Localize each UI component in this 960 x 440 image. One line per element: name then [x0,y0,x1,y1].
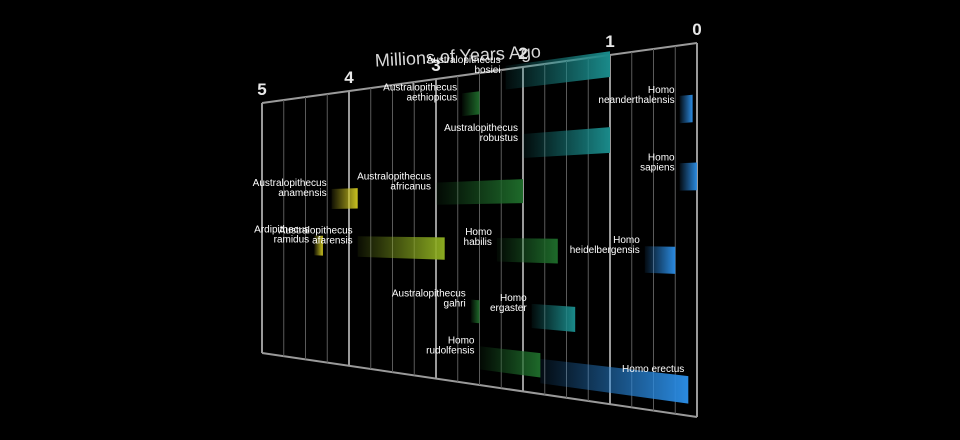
species-label-13: Homo sapiens [640,152,675,173]
grid [261,42,698,418]
species-bar-6 [523,127,610,158]
species-label-10: Homo ergaster [490,293,527,314]
x-tick-label: 5 [257,80,266,99]
x-tick-label: 0 [692,20,701,39]
species-bar-8 [496,238,558,264]
species-bar-13 [679,162,697,191]
species-label-1: Australopithecus anamensis [253,178,327,199]
species-label-9: Homo rudolfensis [426,335,475,356]
species-bar-2 [357,236,445,260]
x-tick-label: 2 [518,44,527,63]
species-label-8: Homo habilis [464,227,493,248]
species-label-5: Australopithecus gahri [392,289,466,310]
species-bar-3 [462,91,480,117]
x-tick-label: 1 [605,32,614,51]
species-label-6: Australopithecus robustus [444,123,518,144]
species-bar-1 [331,188,358,209]
species-bar-9 [479,346,541,378]
species-labels: Ardipithecus ramidus Australopithecus aname… [253,55,685,375]
species-label-11: Homo erectus [622,364,684,375]
species-label-3: Australopithecus aethiopicus [383,82,457,103]
species-label-12: Homo neanderthalensis [598,85,675,106]
species-label-2: Australopithecus afarensis [279,225,353,246]
species-bar-14 [644,246,676,274]
species-bars [314,51,697,404]
species-bar-0 [314,235,323,256]
species-bar-11 [540,358,689,404]
species-label-0: Ardipithecus ramidus [254,225,309,246]
x-tick-label: 3 [431,56,440,75]
species-bar-10 [531,303,576,332]
species-bar-4 [436,179,523,205]
species-bar-12 [679,94,693,124]
species-bar-7 [505,51,610,90]
x-tick-label: 4 [344,68,354,87]
species-label-14: Homo heidelbergensis [570,235,640,256]
x-axis-tick-labels: 5 4 3 2 1 0 [257,20,701,99]
species-label-7: Australopithecus bosiei [427,55,501,76]
species-label-4: Australopithecus africanus [357,172,431,193]
species-bar-5 [470,299,480,324]
